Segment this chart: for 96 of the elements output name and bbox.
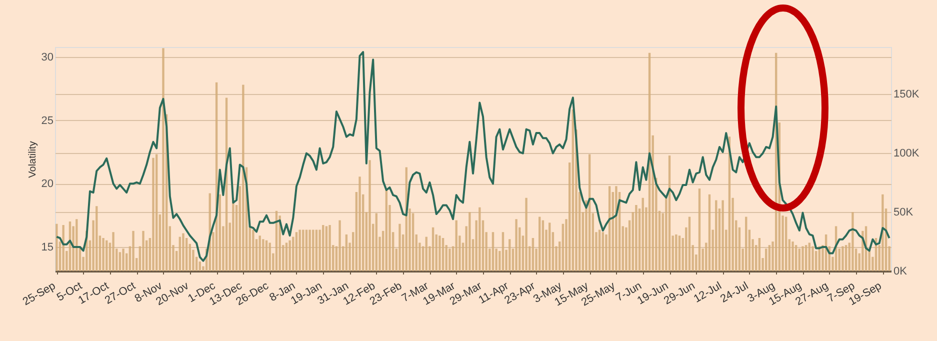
bar: [325, 226, 328, 271]
bar: [842, 246, 844, 271]
bar: [448, 248, 451, 271]
bar: [598, 230, 601, 271]
y2-tick-label: 100K: [894, 148, 920, 160]
bar: [312, 230, 314, 271]
bar: [262, 239, 264, 271]
bar: [142, 230, 144, 271]
y2-tick-label: 0K: [894, 266, 908, 278]
bar: [635, 204, 638, 271]
bar: [844, 245, 848, 271]
bar: [852, 212, 854, 271]
bar: [804, 245, 808, 271]
bar: [182, 233, 184, 271]
y-tick-label: 15: [41, 241, 54, 254]
y-tick-label: 25: [41, 114, 54, 127]
bar: [678, 236, 681, 271]
bar: [794, 245, 798, 271]
bar: [478, 207, 481, 271]
bar: [162, 48, 164, 271]
bar: [784, 216, 788, 271]
bar: [432, 227, 434, 271]
bar: [122, 248, 124, 271]
bar: [62, 225, 64, 271]
bar: [468, 212, 471, 271]
bar: [708, 194, 711, 271]
bar: [532, 238, 534, 271]
bar: [715, 200, 718, 271]
bar: [322, 225, 324, 271]
bar: [602, 232, 604, 271]
bar: [358, 176, 361, 271]
bar: [308, 230, 311, 271]
bar: [328, 225, 331, 271]
bar: [548, 222, 551, 271]
line-series: [56, 51, 890, 262]
bar: [688, 216, 691, 271]
bar: [315, 230, 318, 271]
bar: [96, 206, 98, 271]
bar: [525, 198, 528, 271]
bar: [675, 234, 678, 271]
bar: [792, 242, 794, 271]
bar: [345, 234, 348, 271]
bar: [455, 220, 458, 271]
bar: [285, 242, 288, 271]
bar: [185, 238, 188, 271]
bar: [508, 239, 511, 271]
bar: [242, 84, 244, 271]
bar: [112, 232, 114, 271]
bar: [492, 232, 494, 271]
bar: [765, 248, 768, 271]
bar: [232, 198, 234, 271]
bar: [265, 240, 268, 271]
bar: [442, 238, 444, 271]
bar: [178, 236, 181, 271]
bar: [152, 158, 154, 271]
bar: [802, 246, 804, 271]
bar: [515, 219, 518, 271]
bar: [798, 248, 801, 271]
bar: [882, 194, 884, 271]
bar: [758, 238, 761, 271]
bar: [338, 220, 341, 271]
bar: [398, 224, 401, 271]
bar: [252, 230, 254, 271]
bar: [642, 198, 644, 271]
y2-tick-label: 150K: [894, 88, 920, 101]
bar: [132, 230, 134, 271]
bar: [56, 224, 58, 271]
bar: [542, 220, 544, 271]
bar: [106, 240, 108, 271]
y-tick-label: 20: [41, 178, 54, 190]
bar: [368, 160, 371, 271]
bar: [118, 252, 122, 271]
bar: [722, 200, 724, 271]
bar: [302, 230, 304, 271]
bar: [812, 246, 814, 271]
bar: [808, 242, 810, 271]
y-tick-label: 30: [41, 52, 54, 64]
bar: [768, 245, 771, 271]
bar: [102, 238, 104, 271]
bar: [698, 188, 701, 271]
bar: [288, 240, 291, 271]
bar: [258, 236, 261, 271]
bar: [155, 154, 158, 271]
bar: [745, 216, 748, 271]
bar: [615, 186, 618, 271]
bar: [425, 236, 428, 271]
bar: [298, 230, 301, 271]
bar: [305, 230, 308, 271]
bar: [438, 236, 441, 271]
bar: [375, 213, 378, 271]
bar: [538, 216, 541, 271]
y-axis-title: Volatility: [27, 141, 38, 178]
bar: [502, 232, 504, 271]
bar: [268, 242, 271, 271]
y2-tick-label: 50K: [894, 206, 914, 219]
bar: [295, 232, 298, 271]
